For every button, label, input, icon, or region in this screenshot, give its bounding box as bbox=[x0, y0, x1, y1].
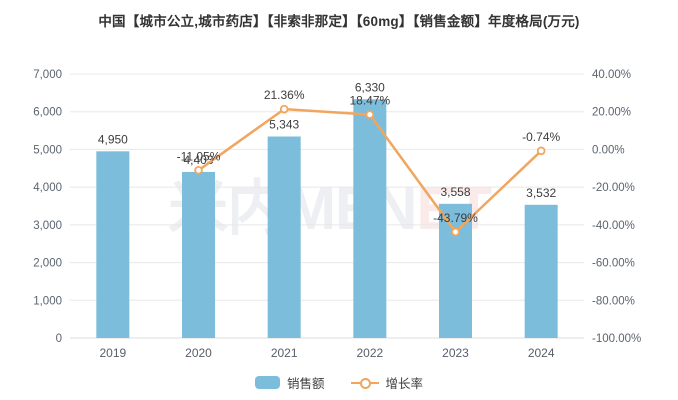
growth-value-label: -11.05% bbox=[177, 149, 221, 163]
bar-2019[interactable] bbox=[96, 151, 130, 338]
left-axis-tick: 0 bbox=[56, 333, 62, 345]
growth-value-label: 21.36% bbox=[264, 88, 305, 102]
line-series-swatch-icon bbox=[350, 376, 379, 389]
right-axis-tick: 20.00% bbox=[592, 107, 631, 119]
right-axis-tick: -60.00% bbox=[592, 258, 635, 270]
bar-value-label: 3,532 bbox=[526, 186, 556, 200]
bar-value-label: 6,330 bbox=[355, 80, 385, 94]
legend-item-sales[interactable]: 销售额 bbox=[254, 373, 325, 392]
x-axis-label-2021: 2021 bbox=[271, 346, 298, 360]
line-marker-2024[interactable] bbox=[536, 146, 546, 156]
growth-value-label: 18.47% bbox=[349, 94, 390, 108]
line-marker-2023[interactable] bbox=[451, 227, 460, 237]
left-axis-tick: 6,000 bbox=[33, 107, 62, 119]
chart-legend: 销售额 增长率 bbox=[0, 373, 678, 392]
x-axis-label-2020: 2020 bbox=[185, 346, 212, 360]
left-axis-tick: 1,000 bbox=[33, 295, 62, 307]
line-marker-2020[interactable] bbox=[194, 165, 203, 175]
left-axis-tick: 2,000 bbox=[33, 258, 62, 270]
legend-label-sales: 销售额 bbox=[286, 377, 325, 391]
growth-value-label: -0.74% bbox=[522, 130, 560, 144]
x-axis-label-2022: 2022 bbox=[356, 346, 383, 360]
x-axis-label-2019: 2019 bbox=[99, 346, 126, 360]
left-axis-tick: 7,000 bbox=[33, 69, 62, 81]
legend-label-growth: 增长率 bbox=[385, 377, 424, 391]
bar-2024[interactable] bbox=[524, 204, 558, 338]
bar-value-label: 5,343 bbox=[269, 117, 299, 131]
bar-series-swatch-icon bbox=[254, 376, 280, 389]
legend-item-growth[interactable]: 增长率 bbox=[350, 373, 424, 392]
left-axis-tick: 3,000 bbox=[33, 220, 62, 232]
left-axis-tick: 5,000 bbox=[33, 144, 62, 156]
x-axis-label-2023: 2023 bbox=[442, 346, 469, 360]
chart-title: 中国【城市公立,城市药店】【非索非那定】【60mg】【销售金额】年度格局(万元) bbox=[98, 14, 580, 29]
right-axis-tick: 0.00% bbox=[592, 144, 625, 156]
bar-2020[interactable] bbox=[182, 171, 215, 338]
right-axis-tick: -100.00% bbox=[592, 333, 641, 345]
line-marker-2021[interactable] bbox=[279, 104, 289, 114]
bar-value-label: 3,558 bbox=[440, 185, 470, 199]
right-axis-tick: -40.00% bbox=[592, 220, 635, 232]
bar-2023[interactable] bbox=[439, 203, 472, 338]
bar-value-label: 4,950 bbox=[98, 132, 128, 146]
right-axis-tick: -80.00% bbox=[592, 295, 635, 307]
growth-value-label: -43.79% bbox=[433, 211, 478, 225]
right-axis-tick: -20.00% bbox=[592, 182, 635, 194]
bar-2022[interactable] bbox=[353, 99, 387, 338]
line-marker-2022[interactable] bbox=[365, 110, 375, 119]
left-axis-tick: 4,000 bbox=[33, 182, 62, 194]
bar-2021[interactable] bbox=[267, 136, 301, 338]
x-axis-label-2024: 2024 bbox=[528, 346, 555, 360]
right-axis-tick: 40.00% bbox=[592, 69, 631, 81]
